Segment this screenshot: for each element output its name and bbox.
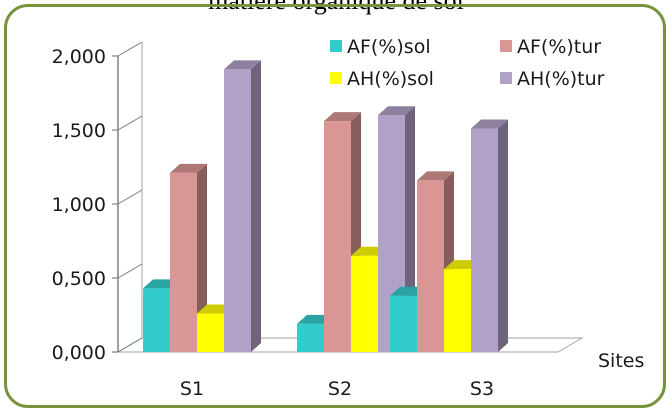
x-tick-label: S2	[328, 378, 352, 400]
bar-AH(%)tur-S1	[224, 60, 261, 352]
bar-top	[224, 60, 261, 70]
bar-side	[251, 60, 261, 352]
x-tick-label: S1	[180, 378, 204, 400]
y-tick-label: 1,000	[52, 194, 106, 216]
bar-side	[498, 119, 508, 353]
y-tick-labels: 0,000 0,500 1,000 1,500 2,000	[52, 46, 106, 364]
bar-top	[471, 119, 508, 129]
bar-front	[351, 255, 378, 352]
bar-front	[297, 323, 324, 352]
y-tick-label: 2,000	[52, 46, 106, 68]
x-axis-label: Sites	[598, 350, 644, 372]
y-tick-connector	[117, 115, 143, 131]
legend-swatch	[500, 40, 512, 52]
y-tick-label: 0,000	[52, 342, 106, 364]
bar-front	[143, 288, 170, 352]
y-tick-connector	[117, 41, 143, 57]
chart-frame	[4, 4, 666, 408]
bar-front	[417, 180, 444, 352]
legend-item: AH(%)tur	[500, 68, 605, 90]
y-tick-label: 1,500	[52, 120, 106, 142]
y-tick-label: 0,500	[52, 268, 106, 290]
y-tick-connector	[117, 189, 143, 205]
bar-AF(%)tur-S1	[170, 163, 207, 352]
bar-top	[378, 106, 415, 116]
legend-item: AH(%)sol	[330, 68, 434, 90]
legend-label: AF(%)sol	[347, 36, 431, 58]
chart-title: matière organique de sol	[208, 0, 464, 15]
legend: AF(%)sol AF(%)tur AH(%)sol AH(%)tur	[330, 36, 605, 90]
legend-swatch	[330, 40, 342, 52]
bar-side	[197, 163, 207, 352]
x-tick-labels: S1 S2 S3	[180, 378, 494, 400]
legend-label: AH(%)tur	[517, 68, 605, 90]
y-tick-connector	[117, 337, 143, 353]
legend-label: AF(%)tur	[517, 36, 601, 58]
bar-front	[390, 295, 417, 352]
legend-swatch	[500, 72, 512, 84]
bar-front	[324, 121, 351, 353]
bar-front	[444, 269, 471, 352]
bar-top	[170, 163, 207, 173]
bar-top	[417, 171, 454, 181]
y-tick-connector	[117, 263, 143, 279]
legend-item: AF(%)sol	[330, 36, 431, 58]
legend-item: AF(%)tur	[500, 36, 601, 58]
x-tick-label: S3	[470, 378, 494, 400]
bars	[143, 60, 508, 353]
bar-AH(%)tur-S3	[471, 119, 508, 353]
legend-label: AH(%)sol	[347, 68, 434, 90]
legend-swatch	[330, 72, 342, 84]
bar-front	[471, 128, 498, 352]
bar-front	[170, 172, 197, 352]
bar-front	[224, 69, 251, 352]
bar-front	[197, 313, 224, 352]
bar-top	[324, 112, 361, 122]
